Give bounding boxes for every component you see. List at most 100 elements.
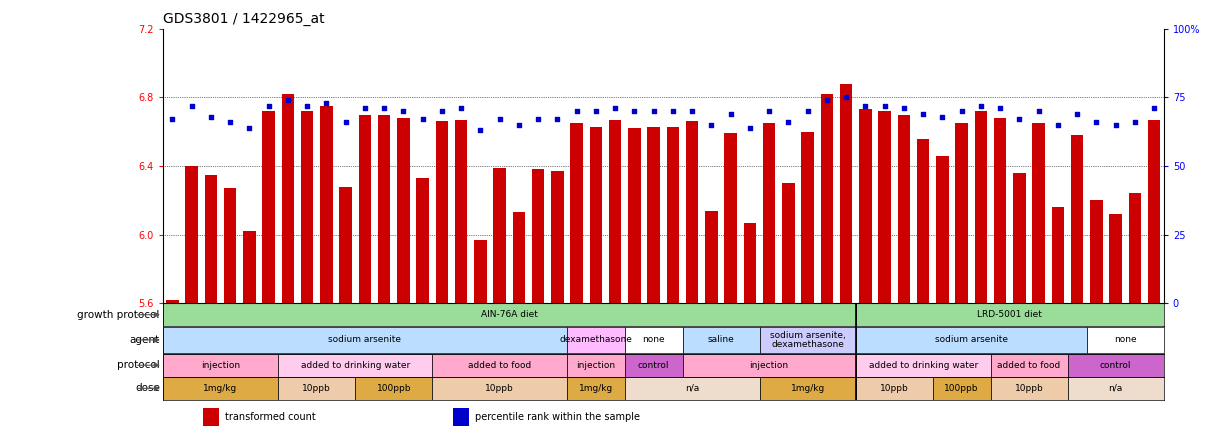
Bar <box>567 354 625 377</box>
Bar <box>163 377 279 400</box>
Point <box>412 116 432 123</box>
Bar <box>567 377 625 400</box>
Bar <box>625 377 760 400</box>
Bar <box>990 354 1067 377</box>
Point <box>818 97 837 104</box>
Bar <box>1013 173 1025 303</box>
Point <box>240 124 259 131</box>
Bar <box>625 326 683 353</box>
Text: saline: saline <box>708 336 734 345</box>
Point <box>394 107 414 115</box>
Bar <box>744 222 756 303</box>
Text: 100ppb: 100ppb <box>944 384 979 393</box>
Text: injection: injection <box>750 361 789 370</box>
Bar <box>339 186 352 303</box>
Point <box>779 119 798 126</box>
Bar <box>856 377 932 400</box>
Bar <box>203 408 218 426</box>
Bar <box>856 326 1087 353</box>
Bar <box>513 212 525 303</box>
Text: control: control <box>638 361 669 370</box>
Bar <box>859 109 872 303</box>
Point <box>356 105 375 112</box>
Bar <box>532 170 544 303</box>
Text: none: none <box>643 336 665 345</box>
Point <box>317 99 336 107</box>
Text: none: none <box>1114 336 1136 345</box>
Point <box>163 116 182 123</box>
Bar <box>358 115 371 303</box>
Bar <box>320 106 333 303</box>
Text: sodium arsenite,
dexamethasone: sodium arsenite, dexamethasone <box>769 331 845 349</box>
Bar <box>377 115 391 303</box>
Bar <box>994 118 1007 303</box>
Bar <box>205 174 217 303</box>
Text: 100ppb: 100ppb <box>376 384 411 393</box>
Bar <box>1067 354 1164 377</box>
Bar <box>683 354 856 377</box>
Point <box>490 116 509 123</box>
Point <box>548 116 567 123</box>
Bar <box>474 240 487 303</box>
Bar <box>725 134 737 303</box>
Point <box>876 102 895 109</box>
Bar <box>1052 207 1064 303</box>
Point <box>298 102 317 109</box>
Bar <box>625 354 683 377</box>
Point <box>895 105 914 112</box>
Bar <box>1071 135 1083 303</box>
Point <box>798 107 818 115</box>
Point <box>663 107 683 115</box>
Bar <box>570 123 582 303</box>
Text: dose: dose <box>135 383 160 393</box>
Point <box>625 107 644 115</box>
Text: added to drinking water: added to drinking water <box>868 361 978 370</box>
Bar <box>936 156 949 303</box>
Point <box>1048 121 1067 128</box>
Bar <box>878 111 891 303</box>
Bar <box>1067 377 1164 400</box>
Text: 1mg/kg: 1mg/kg <box>791 384 825 393</box>
Bar <box>224 188 236 303</box>
Bar <box>648 127 660 303</box>
Bar <box>1032 123 1044 303</box>
Point <box>740 124 760 131</box>
Text: protocol: protocol <box>117 360 160 370</box>
Bar <box>166 300 178 303</box>
Bar <box>706 210 718 303</box>
Bar <box>244 231 256 303</box>
Point <box>605 105 625 112</box>
Point <box>760 107 779 115</box>
Point <box>837 94 856 101</box>
Bar <box>279 354 432 377</box>
Bar <box>760 377 856 400</box>
Bar <box>186 166 198 303</box>
Text: LRD-5001 diet: LRD-5001 diet <box>977 310 1042 319</box>
Point <box>279 97 298 104</box>
Bar <box>432 377 567 400</box>
Point <box>1144 105 1164 112</box>
Bar <box>760 326 856 353</box>
Point <box>451 105 470 112</box>
Point <box>375 105 394 112</box>
Bar <box>163 326 567 353</box>
Point <box>1029 107 1048 115</box>
Point <box>702 121 721 128</box>
Bar <box>590 127 602 303</box>
Text: 10ppb: 10ppb <box>880 384 908 393</box>
Bar <box>820 94 833 303</box>
Bar <box>282 94 294 303</box>
Text: AIN-76A diet: AIN-76A diet <box>481 310 538 319</box>
Text: GDS3801 / 1422965_at: GDS3801 / 1422965_at <box>163 12 324 27</box>
Text: 10ppb: 10ppb <box>1014 384 1043 393</box>
Point <box>952 107 971 115</box>
Point <box>971 102 990 109</box>
Point <box>1067 111 1087 118</box>
Bar <box>683 326 760 353</box>
Point <box>721 111 740 118</box>
Point <box>1125 119 1144 126</box>
Point <box>470 127 490 134</box>
Text: added to food: added to food <box>997 361 1060 370</box>
Bar <box>932 377 990 400</box>
Point <box>913 111 932 118</box>
